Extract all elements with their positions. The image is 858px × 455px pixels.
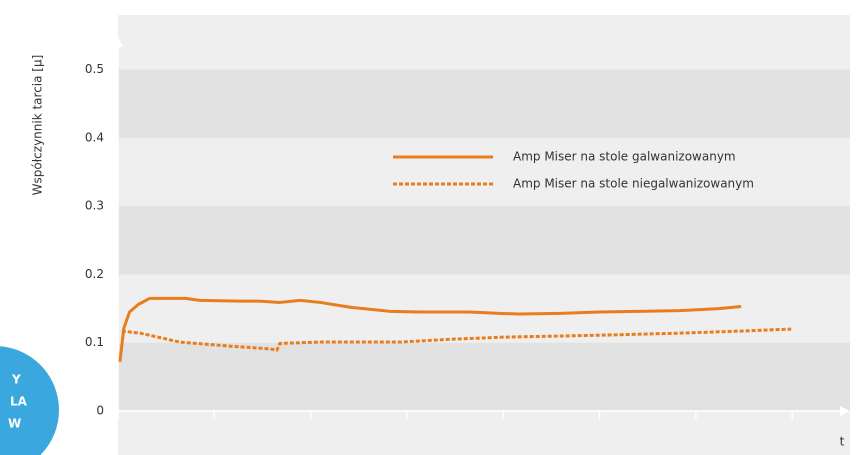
- legend-label: Amp Miser na stole galwanizowanym: [513, 150, 736, 164]
- plot-background: [118, 15, 850, 455]
- badge-text: LA: [10, 395, 28, 409]
- x-axis-arrow: [840, 406, 850, 416]
- y-tick-label: 0: [96, 404, 104, 418]
- badge-text: Y: [11, 373, 21, 387]
- badge: [0, 342, 63, 455]
- grid-band: [118, 342, 850, 411]
- grid-band: [118, 206, 850, 275]
- badge-text: W: [8, 417, 21, 431]
- line-series: [118, 296, 742, 363]
- line-series: [121, 327, 792, 352]
- y-tick-label: 0.2: [85, 267, 104, 281]
- legend-label: Amp Miser na stole niegalwanizowanym: [513, 177, 754, 191]
- x-axis-label: t: [840, 435, 845, 449]
- y-tick-label: 0.5: [85, 62, 104, 76]
- y-axis-label: Współczynnik tarcia [µ]: [31, 55, 45, 196]
- y-tick-label: 0.4: [85, 130, 104, 144]
- grid-band: [118, 69, 850, 138]
- y-axis-arrow: [113, 37, 123, 47]
- y-tick-label: 0.1: [85, 335, 104, 349]
- y-tick-label: 0.3: [85, 199, 104, 213]
